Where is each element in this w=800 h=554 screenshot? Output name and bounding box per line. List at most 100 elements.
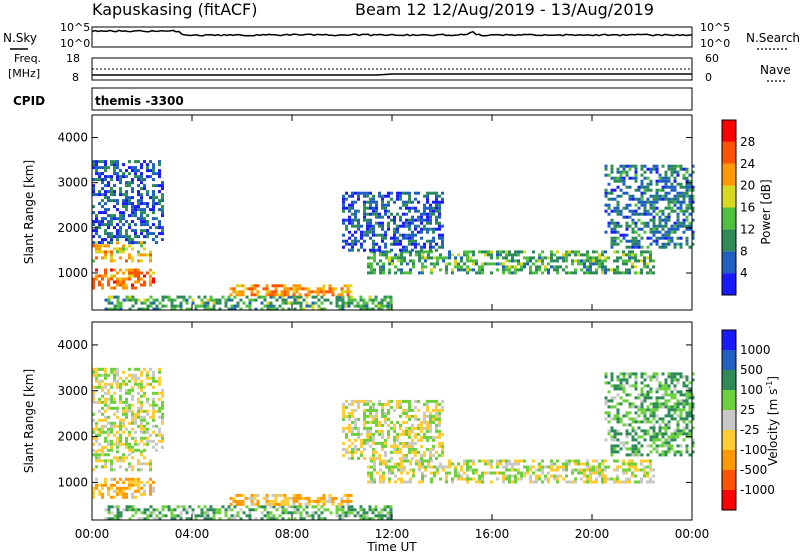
heatmap-cell (532, 262, 535, 266)
heatmap-cell (357, 447, 360, 451)
heatmap-cell (640, 253, 643, 257)
heatmap-cell (429, 453, 432, 457)
heatmap-cell (116, 517, 120, 521)
heatmap-cell (271, 499, 275, 503)
heatmap-cell (107, 459, 110, 463)
heatmap-cell (676, 173, 680, 177)
heatmap-cell (137, 406, 140, 410)
heatmap-cell (359, 517, 363, 521)
heatmap-cell (362, 514, 366, 518)
heatmap-cell (107, 226, 110, 230)
heatmap-cell (682, 384, 686, 388)
heatmap-cell (95, 268, 98, 272)
heatmap-cell (239, 298, 243, 302)
heatmap-cell (655, 206, 659, 210)
heatmap-cell (580, 462, 583, 466)
heatmap-cell (342, 426, 345, 430)
heatmap-cell (143, 283, 146, 287)
heatmap-cell (423, 218, 426, 222)
heatmap-cell (287, 505, 291, 509)
heatmap-cell (113, 286, 116, 290)
heatmap-cell (436, 256, 439, 260)
heatmap-cell (616, 432, 620, 436)
heatmap-cell (131, 385, 134, 389)
heatmap-cell (351, 203, 354, 207)
heatmap-cell (98, 453, 101, 457)
heatmap-cell (601, 250, 604, 254)
heatmap-cell (448, 262, 451, 266)
heatmap-cell (532, 471, 535, 475)
heatmap-cell (508, 271, 511, 275)
heatmap-cell (212, 307, 216, 311)
heatmap-cell (574, 477, 577, 481)
heatmap-cell (408, 233, 411, 237)
heatmap-cell (134, 367, 137, 371)
heatmap-cell (182, 505, 186, 509)
heatmap-cell (281, 517, 285, 521)
heatmap-cell (520, 262, 523, 266)
heatmap-cell (463, 250, 466, 254)
heatmap-cell (640, 375, 644, 379)
heatmap-cell (417, 191, 420, 195)
heatmap-cell (505, 468, 508, 472)
heatmap-cell (685, 170, 689, 174)
heatmap-cell (146, 430, 149, 434)
heatmap-cell (351, 447, 354, 451)
heatmap-cell (95, 400, 98, 404)
heatmap-cell (149, 304, 153, 308)
heatmap-cell (354, 236, 357, 240)
heatmap-cell (520, 250, 523, 254)
heatmap-cell (116, 415, 119, 419)
heatmap-cell (538, 477, 541, 481)
heatmap-cell (655, 402, 659, 406)
heatmap-cell (399, 402, 402, 406)
heatmap-cell (116, 489, 119, 493)
heatmap-cell (649, 179, 653, 183)
heatmap-cell (337, 502, 341, 506)
heatmap-cell (98, 492, 101, 496)
station-title: Kapuskasing (fitACF) (92, 0, 257, 19)
heatmap-cell (95, 244, 98, 248)
heatmap-cell (616, 250, 619, 254)
heatmap-cell (116, 492, 119, 496)
heatmap-cell (652, 200, 656, 204)
heatmap-cell (432, 417, 435, 421)
heatmap-cell (119, 304, 123, 308)
heatmap-cell (152, 238, 155, 242)
heatmap-cell (411, 450, 414, 454)
heatmap-cell (92, 205, 95, 209)
heatmap-cell (583, 253, 586, 257)
heatmap-cell (628, 477, 631, 481)
heatmap-cell (541, 459, 544, 463)
heatmap-cell (520, 471, 523, 475)
heatmap-cell (399, 447, 402, 451)
heatmap-cell (272, 505, 276, 509)
heatmap-cell (429, 399, 432, 403)
heatmap-cell (667, 239, 671, 243)
colorbar-tick-label: 100 (740, 383, 763, 397)
heatmap-cell (122, 409, 125, 413)
heatmap-cell (400, 462, 403, 466)
heatmap-cell (403, 465, 406, 469)
heatmap-cell (616, 402, 620, 406)
heatmap-cell (661, 164, 665, 168)
heatmap-cell (113, 184, 116, 188)
heatmap-cell (640, 393, 644, 397)
heatmap-cell (568, 459, 571, 463)
heatmap-cell (667, 372, 671, 376)
heatmap-cell (137, 391, 140, 395)
heatmap-cell (287, 307, 291, 311)
heatmap-cell (384, 212, 387, 216)
cpid-label: CPID (13, 94, 45, 108)
heatmap-cell (298, 502, 302, 506)
heatmap-cell (393, 236, 396, 240)
heatmap-cell (619, 179, 623, 183)
heatmap-cell (625, 381, 629, 385)
heatmap-cell (268, 293, 272, 297)
heatmap-cell (640, 179, 644, 183)
heatmap-cell (104, 250, 107, 254)
heatmap-cell (170, 301, 174, 305)
heatmap-cell (670, 170, 674, 174)
heatmap-cell (383, 295, 387, 299)
